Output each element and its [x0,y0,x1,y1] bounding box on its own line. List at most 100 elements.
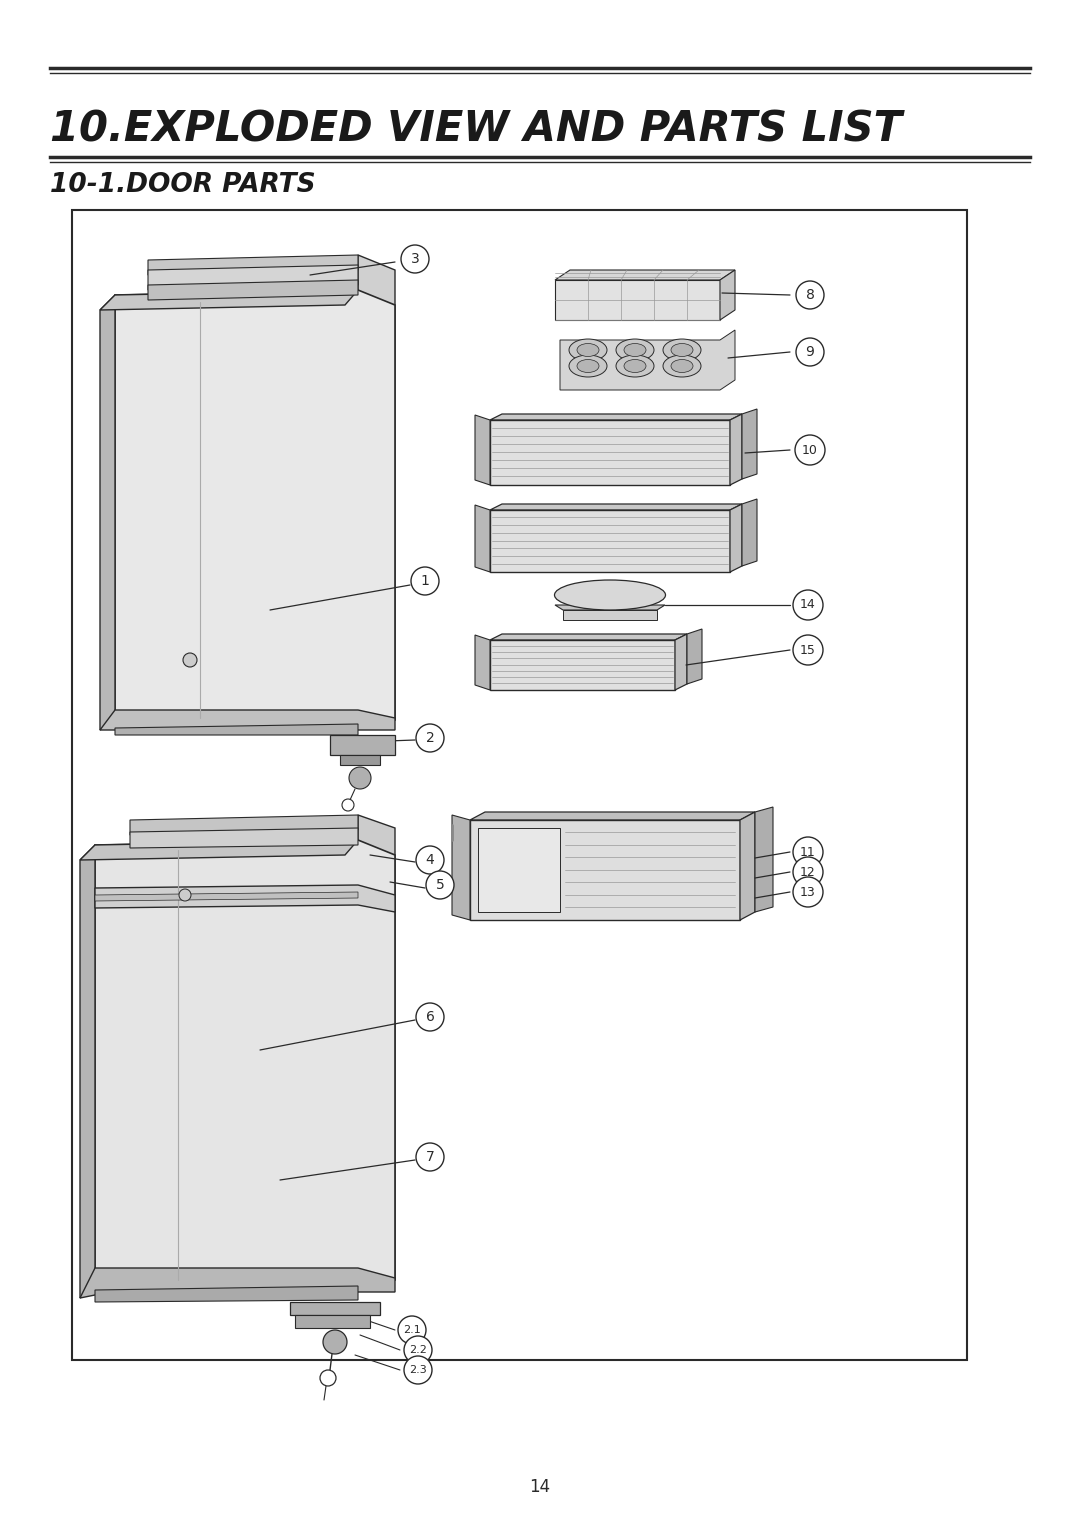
Text: 2: 2 [426,730,434,746]
Polygon shape [148,255,357,274]
Polygon shape [340,755,380,766]
Polygon shape [80,840,357,860]
Text: 4: 4 [426,852,434,868]
Text: 10-1.DOOR PARTS: 10-1.DOOR PARTS [50,172,315,198]
Polygon shape [114,724,357,735]
Text: 11: 11 [800,845,815,859]
Text: 14: 14 [800,598,815,612]
Text: 1: 1 [420,573,430,589]
Text: 10: 10 [802,444,818,456]
Polygon shape [470,820,740,920]
Circle shape [179,889,191,901]
Polygon shape [100,294,114,730]
Circle shape [349,767,372,788]
Text: 12: 12 [800,866,815,878]
Circle shape [426,871,454,900]
Polygon shape [357,255,395,720]
Text: 5: 5 [435,878,444,892]
Polygon shape [357,814,395,1279]
Polygon shape [563,610,657,621]
Polygon shape [555,270,735,281]
Ellipse shape [577,360,599,372]
Polygon shape [130,814,357,836]
Text: 8: 8 [806,288,814,302]
Circle shape [404,1336,432,1363]
Polygon shape [95,1286,357,1302]
Polygon shape [291,1302,380,1315]
Text: 13: 13 [800,886,815,898]
Ellipse shape [616,355,654,377]
Polygon shape [755,807,773,912]
Polygon shape [730,503,742,572]
Ellipse shape [554,580,665,610]
Text: 7: 7 [426,1150,434,1164]
Polygon shape [100,290,357,310]
Ellipse shape [663,339,701,361]
Ellipse shape [624,343,646,357]
Polygon shape [555,605,665,610]
Polygon shape [730,413,742,485]
Ellipse shape [671,360,693,372]
Ellipse shape [671,343,693,357]
Polygon shape [470,811,755,820]
Polygon shape [555,281,720,320]
Circle shape [793,837,823,868]
Polygon shape [475,634,490,689]
Polygon shape [490,640,675,689]
Circle shape [323,1330,347,1354]
Circle shape [795,435,825,465]
Ellipse shape [663,355,701,377]
Circle shape [416,1144,444,1171]
Text: 10.EXPLODED VIEW AND PARTS LIST: 10.EXPLODED VIEW AND PARTS LIST [50,108,902,151]
Polygon shape [490,503,742,509]
Circle shape [416,846,444,874]
Polygon shape [561,329,735,390]
Polygon shape [148,281,357,300]
Ellipse shape [577,343,599,357]
Polygon shape [130,828,357,848]
Polygon shape [720,270,735,320]
Text: 14: 14 [529,1478,551,1496]
Polygon shape [687,628,702,685]
Text: 15: 15 [800,644,815,656]
Text: 3: 3 [410,252,419,265]
Circle shape [342,799,354,811]
Text: 6: 6 [426,1010,434,1023]
Polygon shape [475,415,490,485]
Circle shape [320,1369,336,1386]
Circle shape [796,281,824,310]
Polygon shape [475,505,490,572]
Circle shape [793,590,823,621]
Circle shape [401,246,429,273]
Polygon shape [490,634,687,640]
Circle shape [411,567,438,595]
Polygon shape [148,265,357,290]
Polygon shape [95,892,357,901]
Circle shape [796,339,824,366]
Polygon shape [114,290,395,720]
Ellipse shape [616,339,654,361]
Polygon shape [478,828,561,912]
Polygon shape [295,1315,370,1328]
Polygon shape [100,711,395,730]
Polygon shape [675,634,687,689]
Ellipse shape [624,360,646,372]
Polygon shape [740,811,755,920]
Ellipse shape [569,355,607,377]
Circle shape [183,653,197,666]
Circle shape [793,877,823,907]
Text: 2.1: 2.1 [403,1325,421,1334]
Bar [72,210,967,1360]
Circle shape [416,724,444,752]
Polygon shape [453,814,470,920]
Polygon shape [742,409,757,479]
Circle shape [399,1316,426,1344]
Polygon shape [95,884,395,912]
Circle shape [793,857,823,888]
Circle shape [793,634,823,665]
Circle shape [416,1003,444,1031]
Text: 2.2: 2.2 [409,1345,427,1356]
Polygon shape [742,499,757,566]
Polygon shape [490,419,730,485]
Circle shape [404,1356,432,1385]
